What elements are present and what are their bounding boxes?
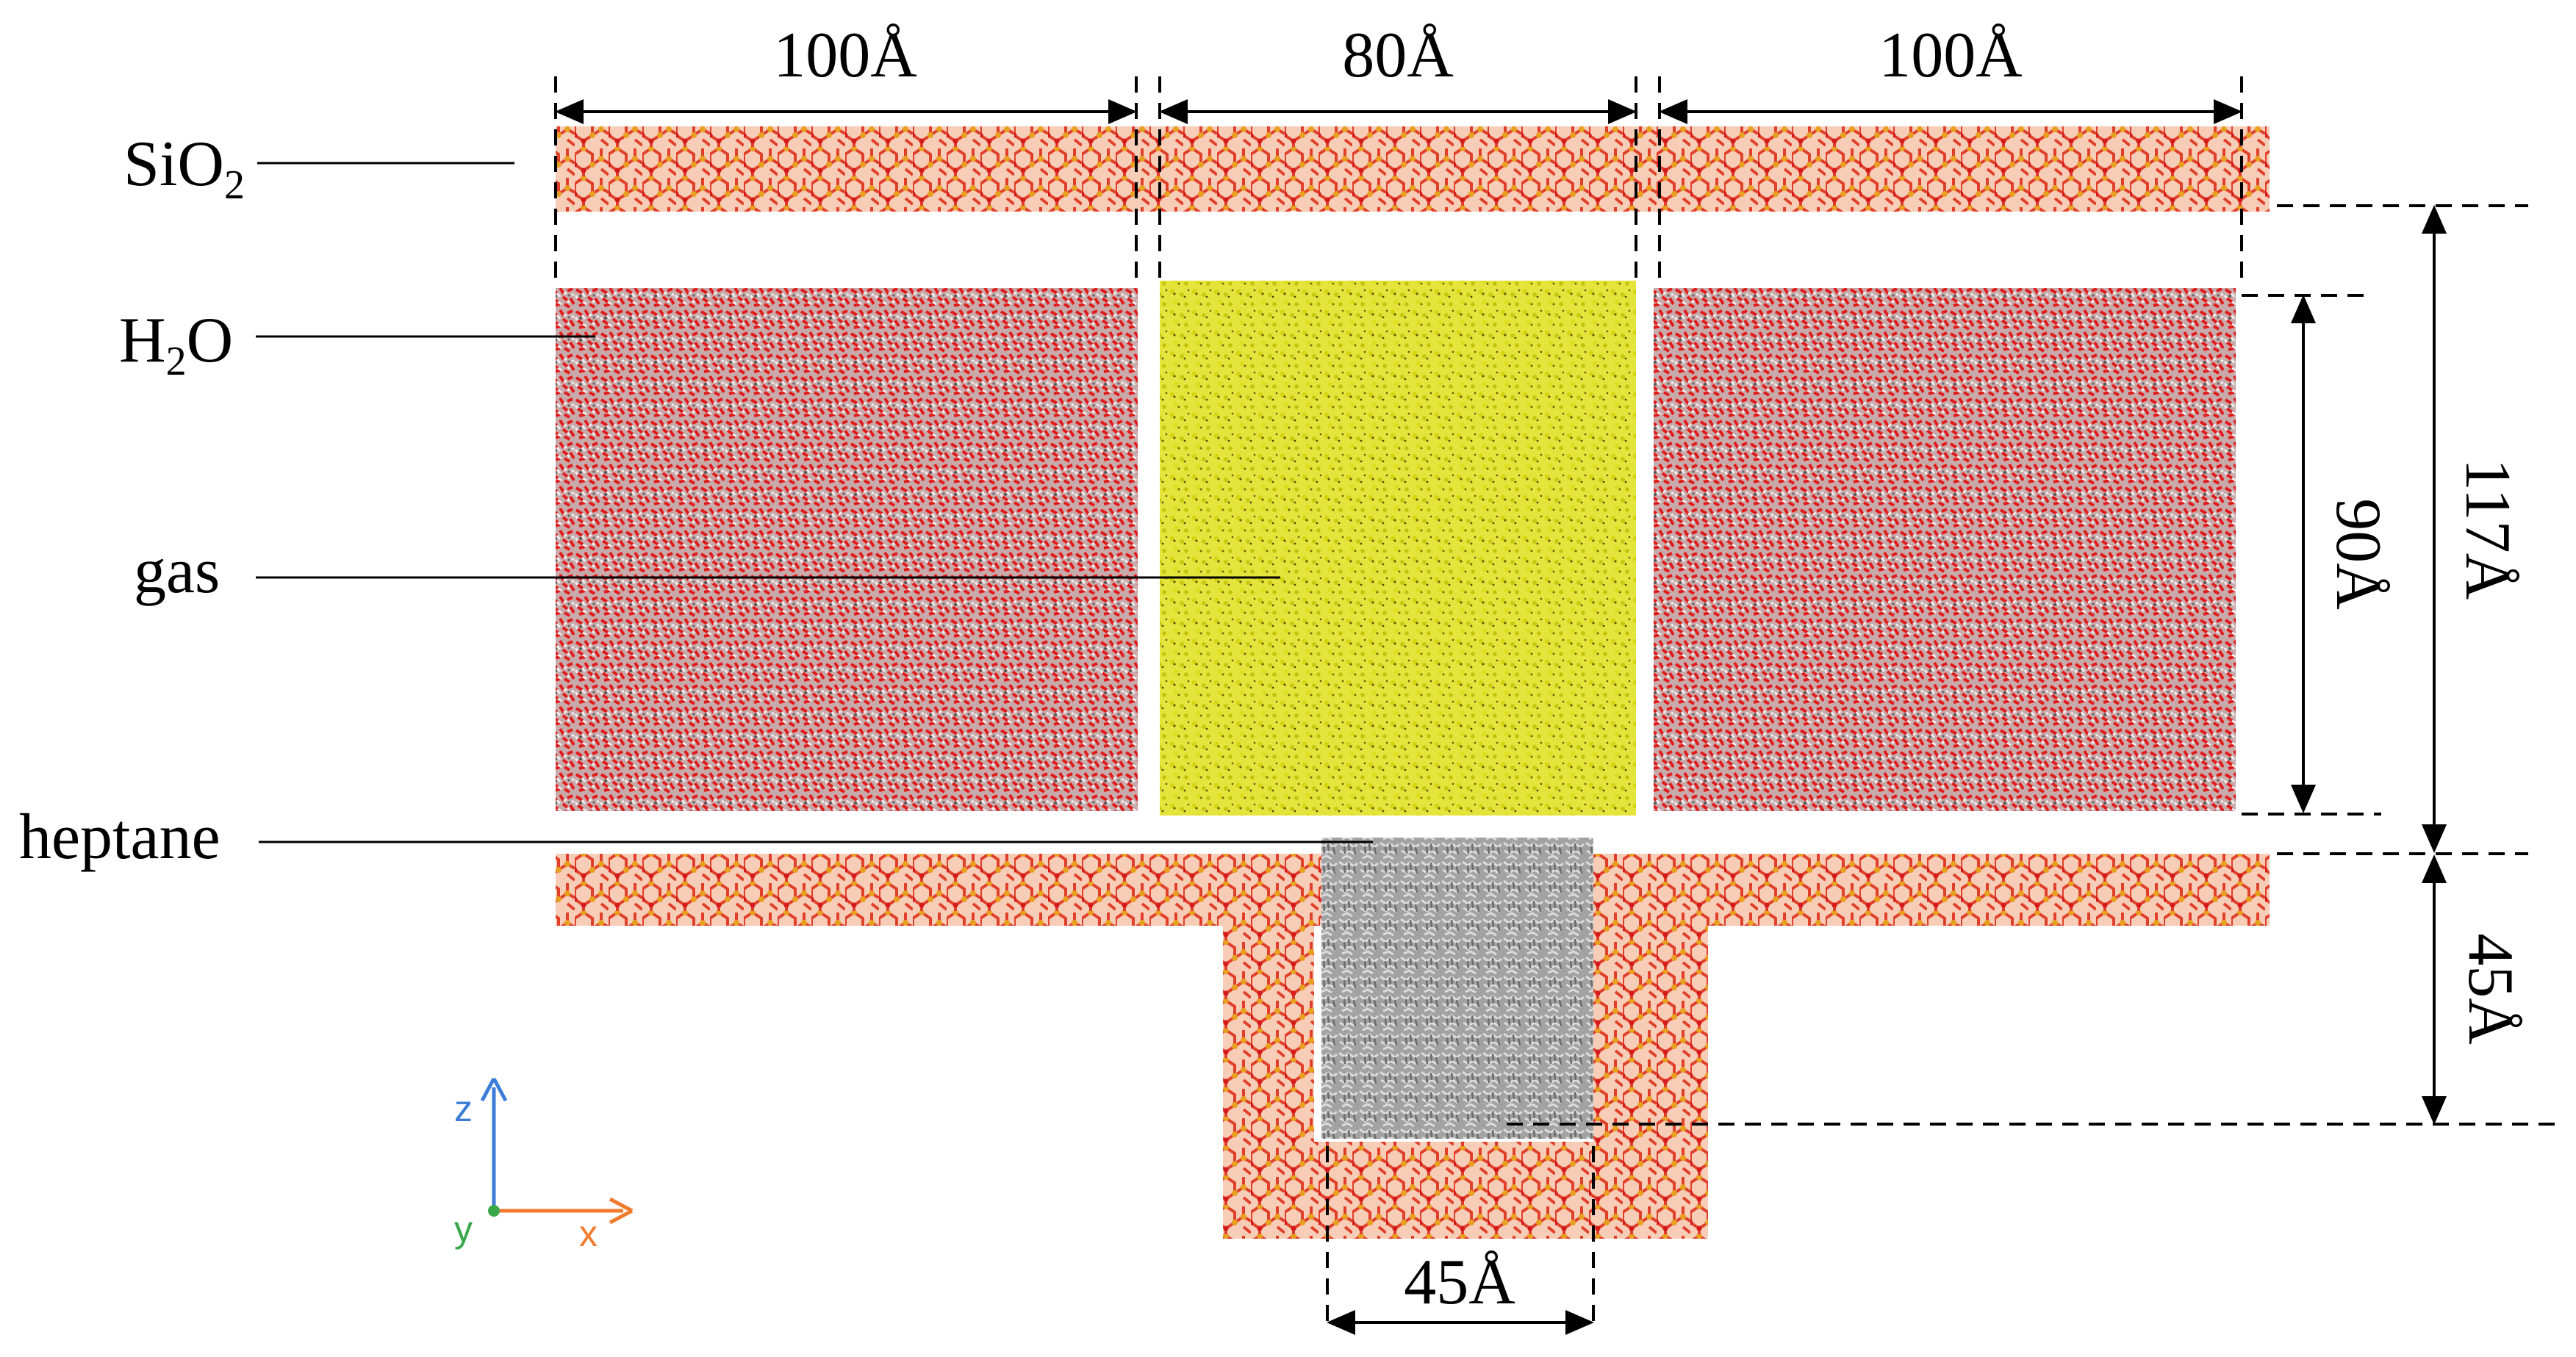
dimension-arrows — [555, 98, 2447, 1336]
label-pointer-lines — [256, 162, 1373, 843]
sio2-label: SiO2 — [123, 129, 245, 208]
x-axis-arrowhead — [609, 1197, 634, 1225]
silica-pore-bottom-wall — [1223, 1142, 1708, 1239]
dim-arrow-bottom — [1327, 1309, 1594, 1336]
dim-label-right-outer: 117Å — [2452, 458, 2523, 600]
z-axis-label: z — [454, 1088, 473, 1129]
z-axis-arrowhead — [480, 1077, 508, 1102]
gas-label: gas — [134, 536, 220, 607]
coordinate-axes: z x y — [454, 1077, 634, 1254]
heptane-slab — [1321, 838, 1593, 1139]
gas-slab — [1160, 281, 1636, 816]
dim-arrow-top-middle — [1159, 98, 1637, 125]
dim-arrow-top-right — [1659, 98, 2242, 125]
h2o-label: H2O — [119, 305, 233, 384]
dim-arrow-right-outer — [2421, 205, 2447, 853]
dim-arrow-right-lower — [2421, 854, 2447, 1125]
dim-label-top-middle: 80Å — [1342, 20, 1454, 91]
dim-arrow-right-inner — [2290, 295, 2317, 813]
dim-label-bottom: 45Å — [1404, 1247, 1515, 1318]
dim-label-right-inner: 90Å — [2322, 498, 2394, 610]
dim-label-top-right: 100Å — [1879, 20, 2023, 91]
heptane-label: heptane — [19, 802, 220, 873]
y-axis-dot — [488, 1205, 500, 1217]
water-slab-right — [1654, 288, 2236, 811]
y-axis-label: y — [454, 1209, 473, 1250]
silica-top-wall — [556, 126, 2270, 212]
dim-label-right-lower: 45Å — [2455, 933, 2526, 1045]
water-slab-left — [556, 288, 1138, 811]
x-axis-label: x — [579, 1213, 598, 1254]
dim-label-top-left: 100Å — [773, 20, 917, 91]
dim-arrow-top-left — [555, 98, 1137, 125]
